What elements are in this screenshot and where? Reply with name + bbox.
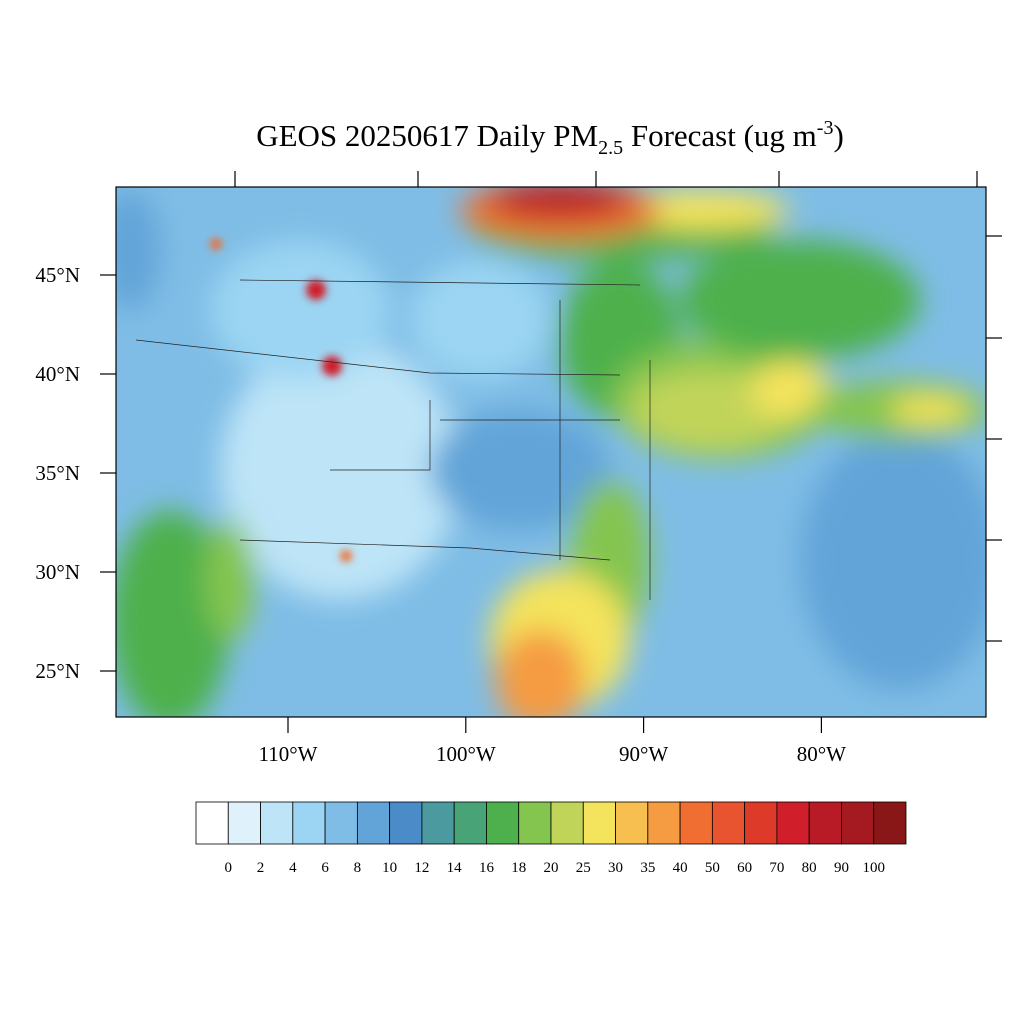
colorbar-box	[227, 801, 261, 845]
colorbar-box	[292, 801, 326, 845]
colorbar-label: 4	[289, 860, 297, 876]
title-mid: Forecast (ug m	[623, 118, 817, 153]
title-main: GEOS 20250617 Daily PM	[256, 118, 598, 153]
colorbar-label: 40	[673, 860, 688, 876]
lon-label: 90°W	[619, 742, 668, 766]
colorbar-label: 14	[447, 860, 463, 876]
lat-label: 45°N	[35, 263, 80, 287]
title-sub: 2.5	[598, 137, 623, 159]
colorbar-box	[647, 801, 681, 845]
colorbar-label: 70	[769, 860, 784, 876]
colorbar-box	[615, 801, 649, 845]
colorbar-label: 100	[862, 860, 885, 876]
frame-ticks	[234, 171, 1002, 642]
colorbar-box	[421, 801, 455, 845]
colorbar-label: 0	[225, 860, 233, 876]
colorbar-label: 20	[544, 860, 559, 876]
colorbar-label: 80	[802, 860, 817, 876]
colorbar-label: 30	[608, 860, 623, 876]
lon-label: 110°W	[259, 742, 318, 766]
colorbar-box	[582, 801, 616, 845]
colorbar-box	[550, 801, 584, 845]
colorbar-label: 50	[705, 860, 720, 876]
colorbar-box	[744, 801, 778, 845]
colorbar-box	[679, 801, 713, 845]
colorbar-label: 25	[576, 860, 591, 876]
title: GEOS 20250617 Daily PM2.5 Forecast (ug m…	[256, 117, 844, 159]
colorbar-box	[356, 801, 391, 845]
colorbar-box	[808, 801, 842, 845]
colorbar-label: 60	[737, 860, 752, 876]
axis-ticks: 45°N 40°N 35°N 30°N 25°N 110°W 100°W 90°W 80°W	[35, 263, 846, 766]
colorbar-label: 2	[257, 860, 265, 876]
colorbar-box	[486, 801, 520, 845]
title-end: )	[833, 118, 843, 153]
colorbar-box	[195, 801, 229, 845]
lat-label: 40°N	[35, 362, 80, 386]
colorbar-label: 35	[640, 860, 655, 876]
colorbar-box	[711, 801, 746, 845]
colorbar-box	[776, 801, 810, 845]
colorbar-box	[324, 801, 358, 845]
lat-label: 30°N	[35, 560, 80, 584]
colorbar-box	[841, 801, 875, 845]
lat-label: 35°N	[35, 461, 80, 485]
colorbar-label: 10	[382, 860, 397, 876]
colorbar-label: 18	[511, 860, 526, 876]
lat-label: 25°N	[35, 659, 80, 683]
lon-label: 100°W	[436, 742, 496, 766]
colorbar-label: 8	[354, 860, 362, 876]
colorbar-box	[518, 801, 552, 845]
title-sup: -3	[817, 117, 834, 139]
colorbar-box	[260, 801, 294, 845]
colorbar-box	[453, 801, 487, 845]
colorbar-label: 12	[414, 860, 429, 876]
map-frame	[115, 186, 987, 718]
colorbar-label: 6	[321, 860, 329, 876]
map-field	[116, 187, 986, 717]
colorbar-label: 16	[479, 860, 495, 876]
colorbar: 0 2 4 6 8 10 12 14 16 18 20 25 30 35 40 50 60 70 80 90 100	[195, 801, 907, 876]
lon-label: 80°W	[797, 742, 846, 766]
colorbar-box	[873, 801, 907, 845]
colorbar-label: 90	[834, 860, 849, 876]
colorbar-box	[389, 801, 423, 845]
